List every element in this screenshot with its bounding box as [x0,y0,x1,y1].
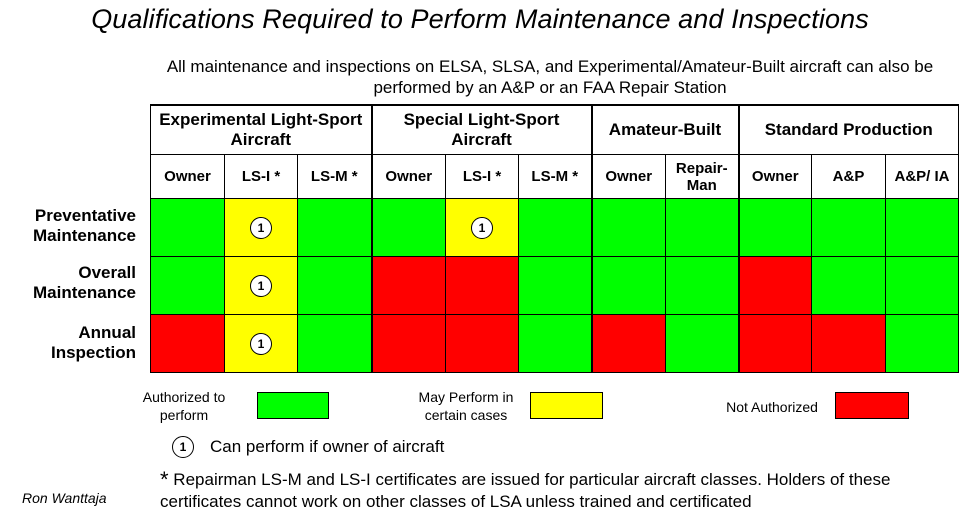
status-cell [885,256,959,315]
row-label: Overall Maintenance [33,263,136,302]
legend-green-swatch [257,392,329,419]
group-header: Amateur-Built [590,104,739,155]
column-header: Owner [370,154,446,199]
column-header: LS-I * [445,154,519,199]
status-cell [590,198,666,257]
status-cell [150,314,225,373]
column-header: A&P/ IA [885,154,959,199]
group-header: Experimental Light-Sport Aircraft [150,104,372,155]
status-cell: 1 [224,256,298,315]
status-cell [885,314,959,373]
owner-note-marker-icon: 1 [471,216,493,239]
status-cell [150,256,225,315]
status-cell [150,198,225,257]
status-cell [590,256,666,315]
group-header: Special Light-Sport Aircraft [370,104,592,155]
status-cell [665,198,739,257]
owner-note-marker-icon: 1 [250,216,272,239]
column-header: Owner [150,154,225,199]
status-cell [737,314,812,373]
status-cell [518,198,592,257]
legend-red-swatch [835,392,909,419]
status-cell [370,314,446,373]
status-cell [370,256,446,315]
legend-may-perform-label: May Perform in certain cases [418,389,514,423]
legend-authorized-label: Authorized to perform [142,389,226,423]
status-cell: 1 [224,198,298,257]
author-credit: Ron Wanttaja [22,490,107,506]
status-cell [737,256,812,315]
row-label: Annual Inspection [50,323,136,362]
column-header: Owner [590,154,666,199]
status-cell [590,314,666,373]
owner-note-text: Can perform if owner of aircraft [210,437,445,456]
footnote: * Repairman LS-M and LS-I certificates a… [160,469,940,513]
status-cell [665,314,739,373]
column-header: Repair-Man [665,154,739,199]
status-cell: 1 [445,198,519,257]
status-cell [518,256,592,315]
legend-not-authorized-label: Not Authorized [726,399,818,415]
status-cell [297,198,372,257]
owner-note-marker-icon: 1 [250,332,272,355]
page-title: Qualifications Required to Perform Maint… [91,4,869,34]
column-header: LS-M * [518,154,592,199]
owner-note-marker-icon: 1 [250,274,272,297]
subtitle: All maintenance and inspections on ELSA,… [166,57,934,97]
table-row: 1 [150,256,959,315]
status-cell [370,198,446,257]
column-header: A&P [811,154,886,199]
table-row: 1 [150,314,959,373]
status-cell [297,256,372,315]
status-cell [811,256,886,315]
row-label: Preventative Maintenance [33,206,136,245]
column-header: Owner [737,154,812,199]
status-cell [445,256,519,315]
status-cell [665,256,739,315]
asterisk-icon: * [160,467,169,492]
footnote-text: Repairman LS-M and LS-I certificates are… [160,470,891,511]
column-header: LS-M * [297,154,372,199]
column-header: LS-I * [224,154,298,199]
status-cell [737,198,812,257]
status-cell [811,314,886,373]
status-cell [518,314,592,373]
qualification-table: Experimental Light-Sport Aircraft Specia… [150,104,959,373]
status-cell: 1 [224,314,298,373]
legend-yellow-swatch [530,392,603,419]
status-cell [297,314,372,373]
group-header: Standard Production [737,104,959,155]
status-cell [811,198,886,257]
status-cell [885,198,959,257]
status-cell [445,314,519,373]
owner-note-marker-icon: 1 [172,436,194,458]
